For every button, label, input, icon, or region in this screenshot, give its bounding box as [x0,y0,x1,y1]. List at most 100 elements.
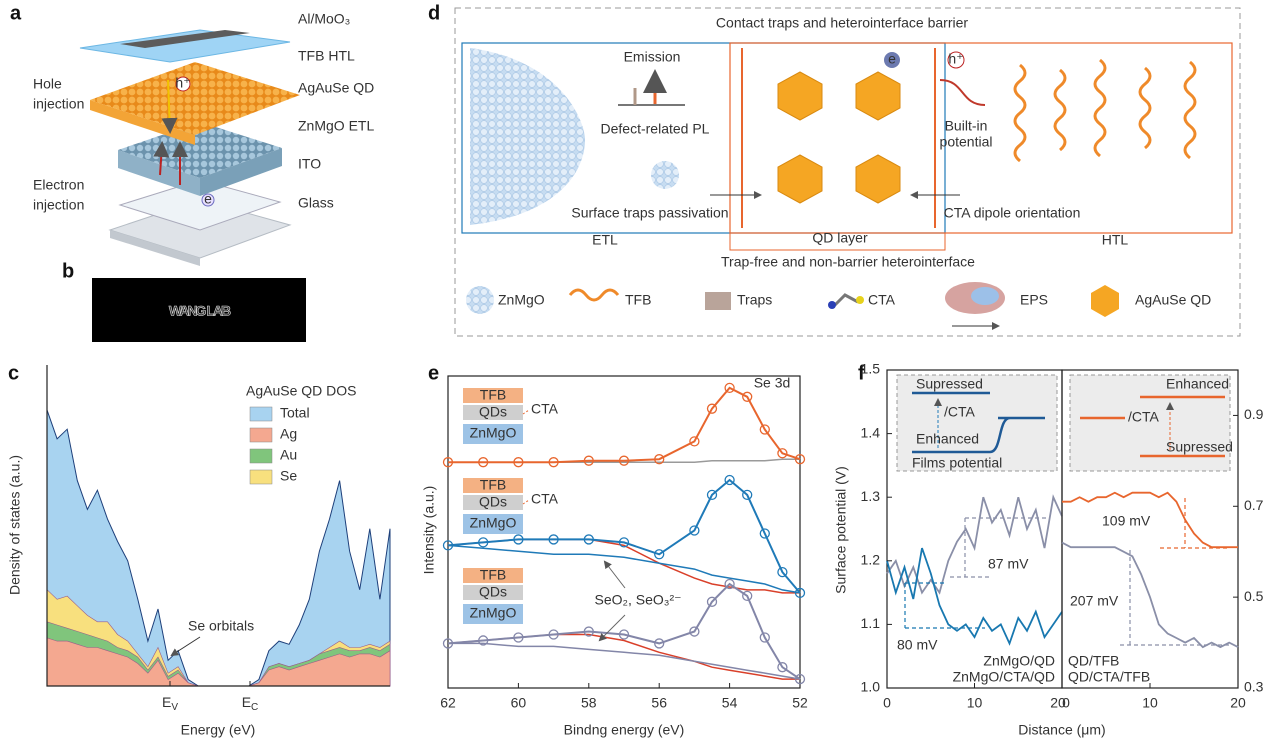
electron-icon [884,52,900,68]
data-point [548,534,559,545]
data-point [794,587,806,599]
region-label: HTL [1102,232,1129,248]
layer-label: Glass [298,195,334,211]
x-tick-label: 60 [511,695,527,711]
heading: Trap-free and non-barrier heterointerfac… [721,254,975,270]
legend-swatch [249,448,273,464]
data-point [618,629,630,640]
layer-label: AgAuSe QD [298,80,374,96]
legend-label: TFB [625,292,651,308]
data-point [759,632,770,643]
guide-line [1120,550,1232,646]
data-point [513,534,524,545]
data-point [689,436,700,447]
x-tick-label: 52 [792,695,808,711]
annotation: Se 3d [754,375,791,391]
data-point [442,638,454,649]
inset-layer [463,405,523,420]
data-point [706,596,718,607]
inset-label: Enhanced [1166,376,1229,392]
data-point [706,403,718,414]
inset-label: /CTA [944,404,976,420]
data-point [706,489,718,501]
data-point [618,455,630,466]
y-tick-label: 1.5 [861,361,881,377]
inset-label: Films potential [912,455,1002,471]
data-point [442,457,454,468]
annotation: Built-in [945,118,988,134]
legend-label: QD/CTA/TFB [1068,669,1150,685]
legend-label: Au [280,447,297,463]
annotation: Se orbitals [188,618,254,634]
data-point [742,590,753,602]
inset-label: TFB [480,387,506,403]
electron-injection: Electron [33,177,84,193]
fit-envelope [447,582,801,680]
panel-label: e [428,362,439,384]
hole-icon [947,51,965,69]
data-point [724,578,735,590]
layer-label: ZnMgO ETL [298,118,374,134]
layer-label: TFB HTL [298,48,355,64]
x-tick-label: EV [162,694,178,713]
panel-label: b [62,260,74,282]
inset-label: QDs [479,494,507,510]
inset-layer [463,478,523,493]
hole-injection: injection [33,96,84,112]
annotation: potential [940,134,993,150]
region-label: QD layer [812,230,868,246]
electron-symbol: e [888,51,896,67]
data-point [794,673,806,685]
data-point [654,454,665,465]
y-tick-label: 1.0 [861,679,881,695]
tick-sub: C [251,702,258,713]
data-point [794,454,806,465]
guide-line [904,582,985,629]
data-point [724,474,735,486]
annotation: CTA dipole orientation [944,205,1081,221]
legend-swatch [249,427,273,443]
potential-line [1062,491,1238,549]
y-axis-label: Surface potential (V) [833,466,849,594]
inset-label: Enhanced [916,431,979,447]
data-point [777,566,788,578]
y-axis-label: Density of states (a.u.) [7,455,23,595]
data-point [583,626,594,637]
x-tick-label: 0 [883,695,891,711]
legend-label: Ag [280,426,297,442]
data-point [618,537,630,548]
data-point [742,391,753,402]
x-tick-label: 20 [1230,695,1246,711]
tick-sub: V [171,702,178,713]
data-point [583,455,594,466]
inset-label: Supressed [916,376,983,392]
inset-label: QDs [479,584,507,600]
fit-envelope [448,386,801,464]
x-axis-label: Distance (μm) [1018,722,1105,738]
annotation: 80 mV [897,637,938,653]
annotation-arrow [598,614,626,642]
legend-label: CTA [868,292,896,308]
fit-line [447,633,800,680]
legend-label: AgAuSe QD [1135,292,1211,308]
annotation: 87 mV [988,556,1029,572]
tick-main: E [162,694,171,710]
annotation-arrow [170,636,201,657]
data-point [654,638,665,649]
legend-label: ZnMgO [498,292,545,308]
x-tick-label: 54 [722,695,738,711]
hole-symbol: h⁺ [948,51,963,67]
layer-label: ITO [298,156,321,172]
inset-label: ZnMgO [470,515,517,531]
device-stack [79,29,300,266]
x-tick-label: EC [242,694,259,713]
x-tick-label: 20 [1050,695,1066,711]
y-tick-label: 1.4 [861,424,881,440]
data-point [759,424,770,435]
data-point [742,489,753,501]
x-tick-label: 62 [440,695,456,711]
data-point [478,457,489,468]
legend-label: Se [280,468,297,484]
y2-tick-label: 0.3 [1244,679,1264,695]
